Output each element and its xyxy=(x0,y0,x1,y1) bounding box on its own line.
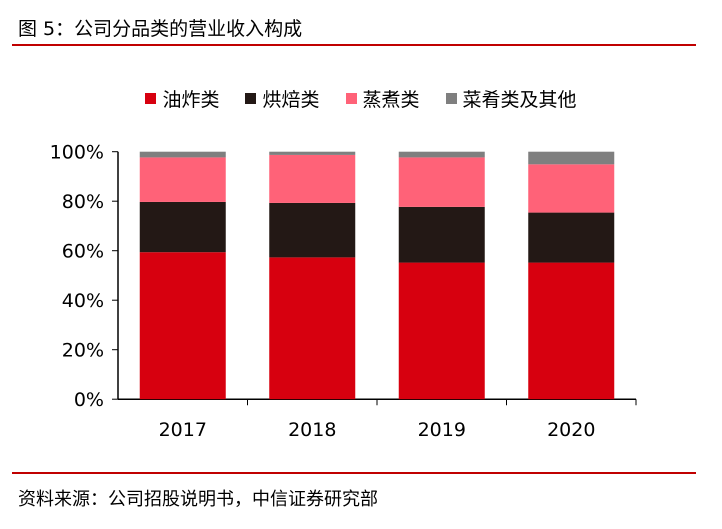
y-tick-label: 40% xyxy=(62,290,104,312)
legend-swatch xyxy=(145,93,157,104)
bar-segment-2018-0 xyxy=(269,257,356,400)
bar-segment-2017-1 xyxy=(139,201,226,253)
y-tick-label: 0% xyxy=(74,389,104,411)
bar-segment-2018-2 xyxy=(269,154,356,203)
bar-segment-2020-3 xyxy=(528,151,615,165)
source-note: 资料来源：公司招股说明书，中信证券研究部 xyxy=(18,489,378,510)
legend-swatch xyxy=(245,93,257,104)
legend-item: 烘焙类 xyxy=(245,85,320,112)
x-tick-label: 2017 xyxy=(159,419,207,441)
x-tick-label: 2019 xyxy=(418,419,466,441)
bar-segment-2018-3 xyxy=(269,151,356,155)
bar-segment-2019-3 xyxy=(398,151,485,158)
y-tick-label: 60% xyxy=(62,241,104,263)
legend-item: 菜肴类及其他 xyxy=(445,85,577,112)
bar-segment-2017-2 xyxy=(139,157,226,202)
x-tick-label: 2018 xyxy=(288,419,336,441)
bar-segment-2020-1 xyxy=(528,212,615,263)
legend-item: 蒸煮类 xyxy=(345,85,420,112)
bar-segment-2017-3 xyxy=(139,151,226,158)
legend-label: 烘焙类 xyxy=(262,89,320,111)
y-tick-label: 80% xyxy=(62,191,104,213)
legend-swatch xyxy=(445,93,457,104)
bar-segment-2019-2 xyxy=(398,157,485,207)
y-tick-label: 100% xyxy=(50,142,104,164)
bar-segment-2018-1 xyxy=(269,202,356,258)
y-tick-label: 20% xyxy=(62,340,104,362)
legend-swatch xyxy=(345,93,357,104)
bar-segment-2017-0 xyxy=(139,252,226,400)
title-rule xyxy=(12,44,696,46)
legend-label: 蒸煮类 xyxy=(362,89,420,111)
bar-segment-2020-2 xyxy=(528,164,615,213)
legend-label: 油炸类 xyxy=(162,89,220,111)
x-tick-label: 2020 xyxy=(547,419,595,441)
legend-label: 菜肴类及其他 xyxy=(462,89,577,111)
bar-segment-2019-1 xyxy=(398,206,485,263)
legend: 油炸类 烘焙类 蒸煮类 菜肴类及其他 xyxy=(0,85,722,112)
figure-title: 图 5：公司分品类的营业收入构成 xyxy=(18,18,303,40)
legend-item: 油炸类 xyxy=(145,85,219,112)
bar-segment-2019-0 xyxy=(398,262,485,400)
bar-segment-2020-0 xyxy=(528,262,615,400)
source-rule xyxy=(12,472,696,474)
